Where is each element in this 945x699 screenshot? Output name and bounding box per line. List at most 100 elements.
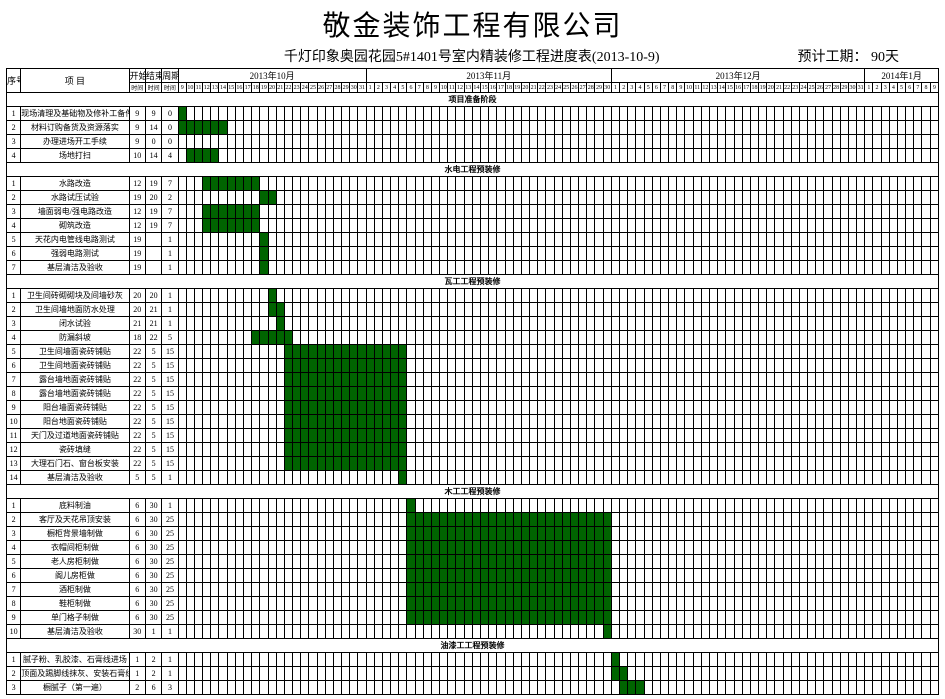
gantt-cell	[260, 373, 268, 387]
gantt-cell	[219, 443, 227, 457]
task-name: 天花内电管线电路测试	[21, 233, 129, 247]
gantt-cell	[211, 387, 219, 401]
gantt-cell	[415, 667, 423, 681]
gantt-cell	[897, 457, 905, 471]
gantt-cell	[865, 527, 873, 541]
gantt-cell	[889, 429, 897, 443]
gantt-cell	[840, 205, 848, 219]
gantt-cell	[848, 415, 856, 429]
gantt-cell	[906, 303, 914, 317]
gantt-cell	[579, 401, 587, 415]
gantt-cell	[325, 345, 333, 359]
gantt-cell	[284, 541, 292, 555]
day-header: 22	[538, 83, 546, 93]
gantt-cell	[767, 541, 775, 555]
task-row: 4砌筑改造12197	[7, 219, 939, 233]
gantt-cell	[742, 359, 750, 373]
gantt-cell	[718, 205, 726, 219]
gantt-cell	[350, 331, 358, 345]
gantt-cell	[186, 107, 194, 121]
gantt-cell	[611, 443, 619, 457]
gantt-cell	[685, 499, 693, 513]
gantt-cell	[595, 513, 603, 527]
gantt-cell	[824, 653, 832, 667]
gantt-cell	[644, 191, 652, 205]
gantt-cell	[693, 387, 701, 401]
gantt-cell	[391, 233, 399, 247]
gantt-cell	[366, 541, 374, 555]
gantt-cell	[603, 135, 611, 149]
gantt-cell	[701, 555, 709, 569]
gantt-cell	[186, 611, 194, 625]
gantt-cell	[930, 457, 938, 471]
gantt-cell	[505, 373, 513, 387]
gantt-cell	[669, 303, 677, 317]
task-dur: 25	[162, 555, 178, 569]
gantt-cell	[235, 289, 243, 303]
gantt-cell	[816, 261, 824, 275]
gantt-cell	[595, 205, 603, 219]
gantt-cell	[693, 681, 701, 695]
task-end	[145, 233, 161, 247]
gantt-cell	[775, 317, 783, 331]
gantt-cell	[480, 387, 488, 401]
gantt-cell	[505, 177, 513, 191]
gantt-cell	[734, 387, 742, 401]
gantt-cell	[636, 583, 644, 597]
gantt-cell	[767, 499, 775, 513]
gantt-cell	[342, 289, 350, 303]
gantt-cell	[652, 233, 660, 247]
gantt-cell	[530, 149, 538, 163]
gantt-cell	[881, 149, 889, 163]
gantt-cell	[808, 289, 816, 303]
gantt-cell	[382, 191, 390, 205]
gantt-cell	[554, 135, 562, 149]
gantt-cell	[775, 527, 783, 541]
gantt-cell	[415, 121, 423, 135]
gantt-cell	[219, 121, 227, 135]
gantt-cell	[472, 191, 480, 205]
gantt-cell	[342, 653, 350, 667]
gantt-cell	[726, 303, 734, 317]
gantt-cell	[342, 555, 350, 569]
gantt-cell	[497, 219, 505, 233]
gantt-cell	[889, 331, 897, 345]
task-seq: 4	[7, 541, 21, 555]
duration-value: 90天	[871, 50, 899, 65]
gantt-cell	[824, 555, 832, 569]
gantt-cell	[750, 541, 758, 555]
gantt-cell	[824, 569, 832, 583]
gantt-cell	[848, 513, 856, 527]
gantt-cell	[309, 625, 317, 639]
gantt-cell	[685, 191, 693, 205]
gantt-cell	[268, 233, 276, 247]
gantt-cell	[227, 107, 235, 121]
gantt-cell	[227, 569, 235, 583]
gantt-cell	[652, 135, 660, 149]
gantt-cell	[440, 317, 448, 331]
gantt-cell	[603, 121, 611, 135]
task-start: 12	[129, 177, 145, 191]
gantt-cell	[816, 135, 824, 149]
gantt-cell	[685, 289, 693, 303]
gantt-cell	[832, 345, 840, 359]
gantt-cell	[881, 191, 889, 205]
gantt-cell	[783, 135, 791, 149]
gantt-cell	[252, 219, 260, 233]
gantt-cell	[906, 359, 914, 373]
gantt-cell	[685, 233, 693, 247]
gantt-cell	[587, 681, 595, 695]
gantt-cell	[374, 527, 382, 541]
gantt-cell	[930, 527, 938, 541]
gantt-cell	[669, 569, 677, 583]
gantt-cell	[276, 569, 284, 583]
gantt-cell	[472, 387, 480, 401]
gantt-cell	[268, 499, 276, 513]
gantt-cell	[726, 121, 734, 135]
gantt-cell	[284, 107, 292, 121]
gantt-cell	[881, 135, 889, 149]
gantt-cell	[816, 317, 824, 331]
task-dur: 0	[162, 121, 178, 135]
gantt-cell	[595, 177, 603, 191]
gantt-cell	[235, 625, 243, 639]
